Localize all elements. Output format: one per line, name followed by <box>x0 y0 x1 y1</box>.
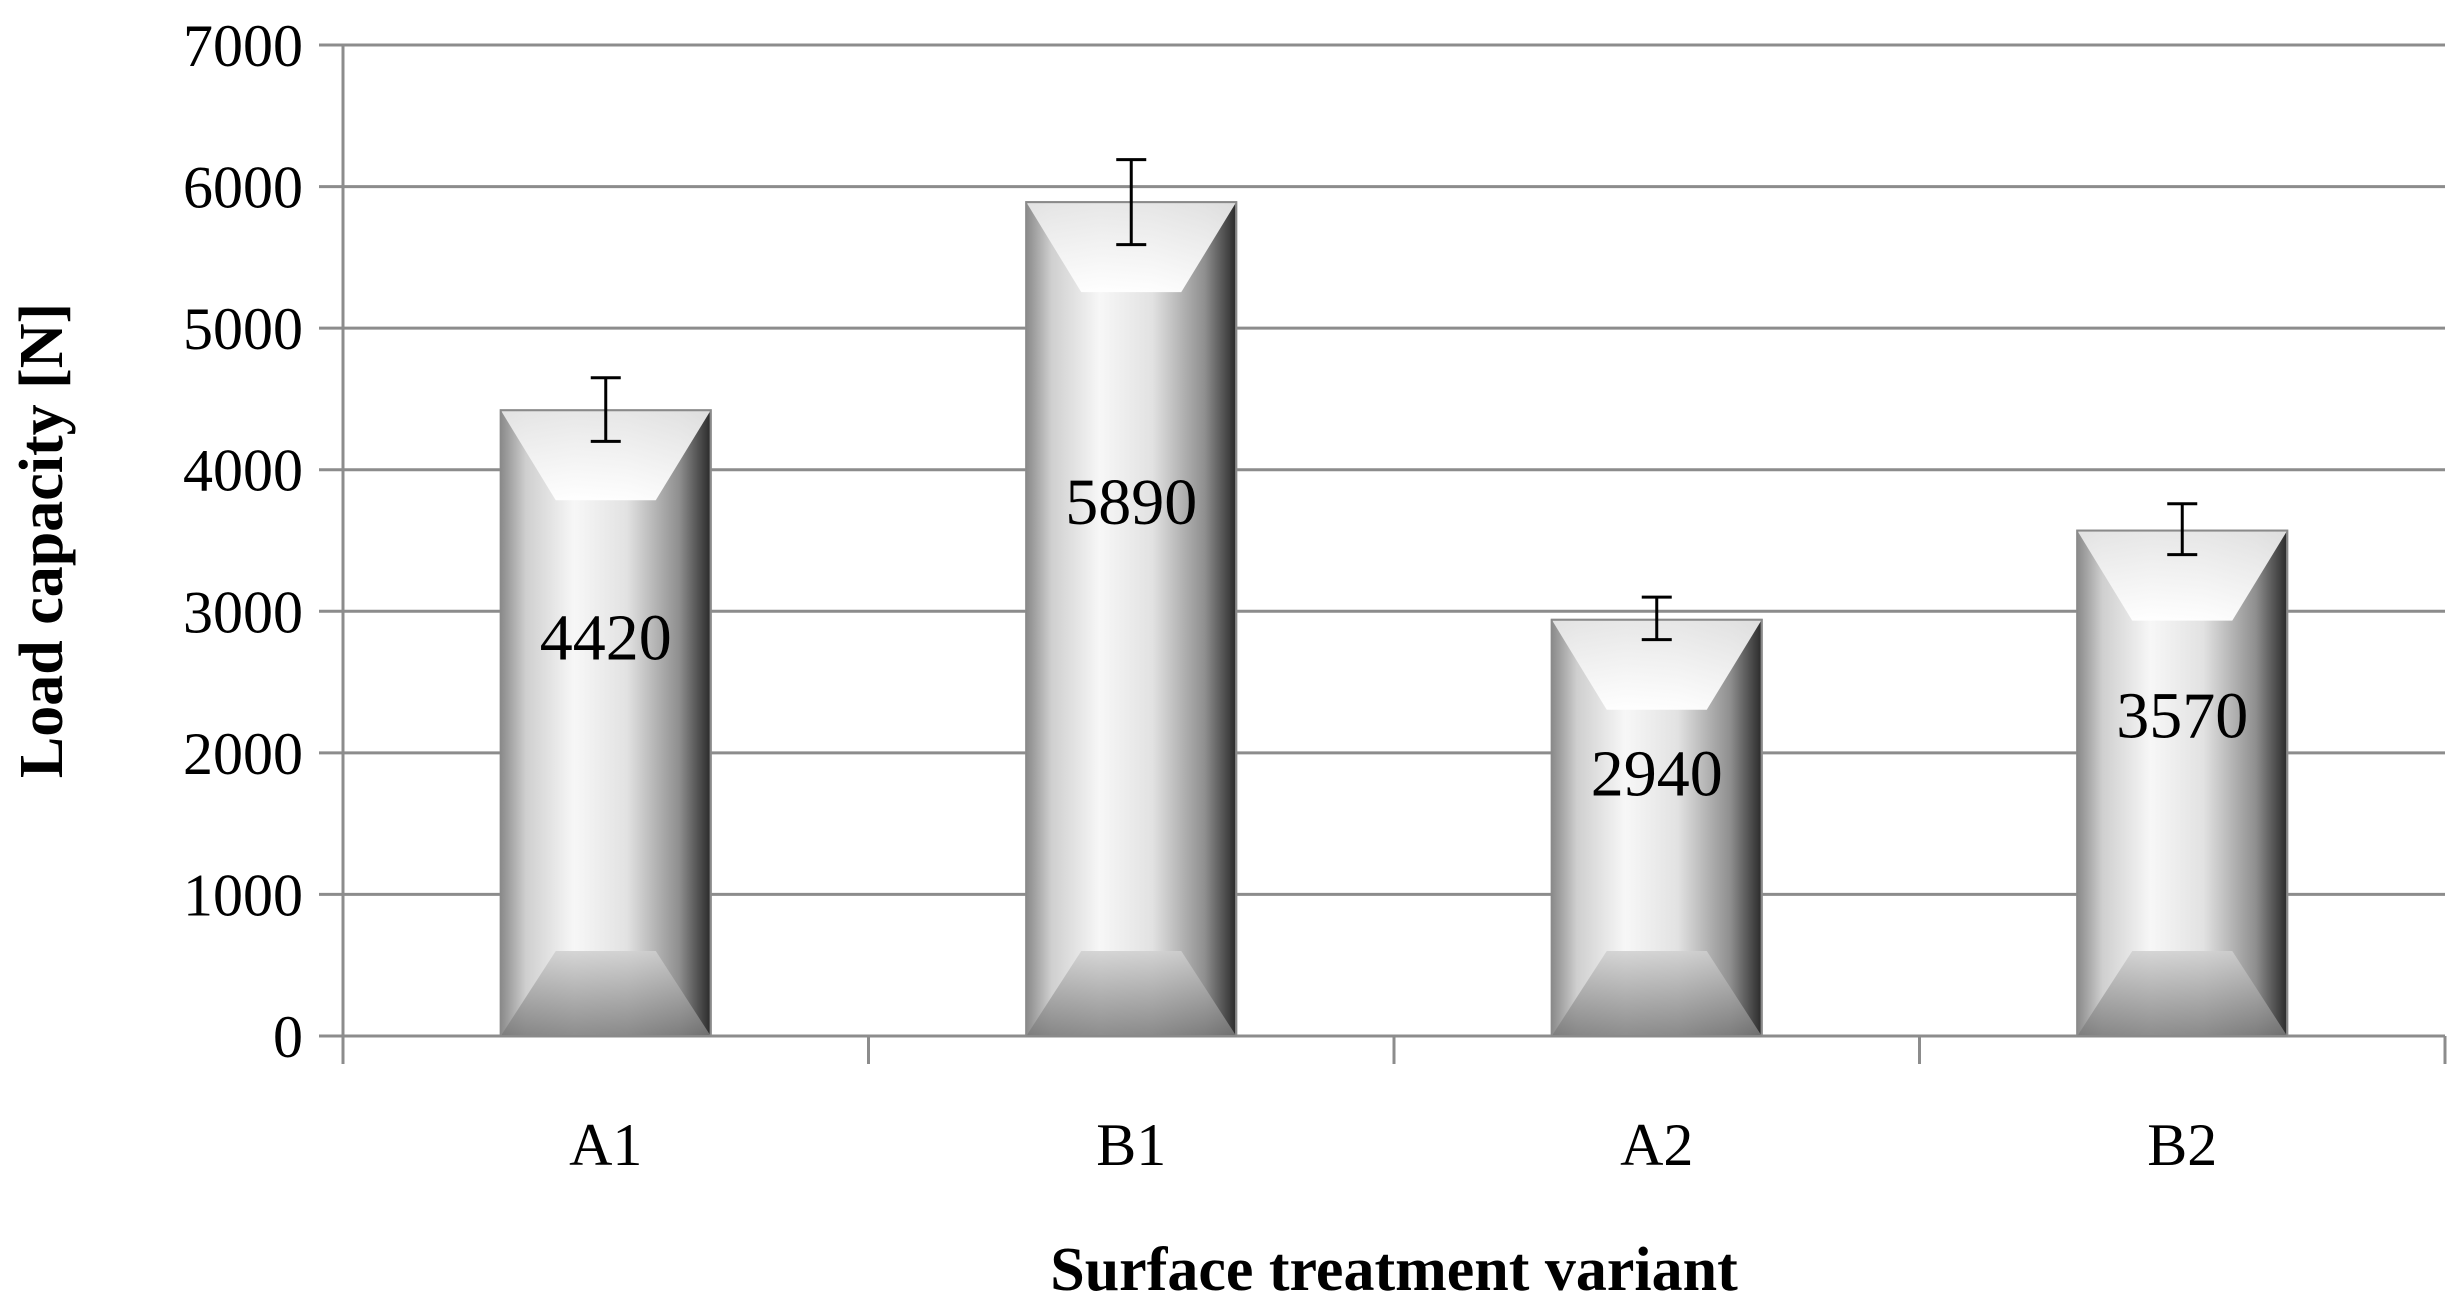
x-tick-label: A2 <box>1620 1112 1693 1178</box>
data-label: 4420 <box>540 601 672 674</box>
bar-B2 <box>2076 529 2289 1038</box>
bar-top-bevel <box>1026 202 1237 293</box>
bar-body <box>499 409 712 1037</box>
bar-bottom-bevel <box>500 951 711 1036</box>
error-bar <box>590 376 621 443</box>
y-tick-label: 1000 <box>183 862 303 928</box>
error-bar <box>1116 158 1147 247</box>
data-label: 2940 <box>1591 737 1723 810</box>
y-tick-label: 3000 <box>183 579 303 645</box>
bars <box>499 201 2289 1038</box>
data-label: 5890 <box>1065 466 1197 539</box>
bar-top-bevel <box>500 410 711 501</box>
bar-bottom-bevel <box>1026 951 1237 1036</box>
error-bars <box>590 158 2198 642</box>
y-tick-label: 7000 <box>183 13 303 79</box>
bar-body <box>1025 201 1238 1037</box>
bar-bottom-bevel <box>1551 951 1762 1036</box>
labels: 0 1000 2000 3000 4000 5000 6000 7000 4420 A1 5890 B… <box>183 13 2248 1178</box>
x-tick-label: B1 <box>1096 1112 1166 1178</box>
y-tick-label: 0 <box>273 1004 303 1070</box>
bar-bottom-bevel <box>2077 951 2288 1036</box>
data-label: 3570 <box>2116 679 2248 752</box>
x-tick-label: A1 <box>569 1112 642 1178</box>
error-bar <box>2167 502 2198 557</box>
x-axis-title: Surface treatment variant <box>1050 1236 1738 1304</box>
y-tick-label: 5000 <box>183 296 303 362</box>
y-tick-label: 6000 <box>183 155 303 221</box>
bar-top-bevel <box>1551 619 1762 710</box>
bar-A2 <box>1550 618 1763 1038</box>
y-tick-label: 4000 <box>183 438 303 504</box>
bar-B1 <box>1025 201 1238 1037</box>
y-tick-label: 2000 <box>183 721 303 787</box>
y-axis-title: Load capacity [N] <box>8 303 76 778</box>
bar-A1 <box>499 409 712 1037</box>
error-bar <box>1641 595 1672 642</box>
x-tick-label: B2 <box>2147 1112 2217 1178</box>
bar-top-bevel <box>2077 530 2288 621</box>
